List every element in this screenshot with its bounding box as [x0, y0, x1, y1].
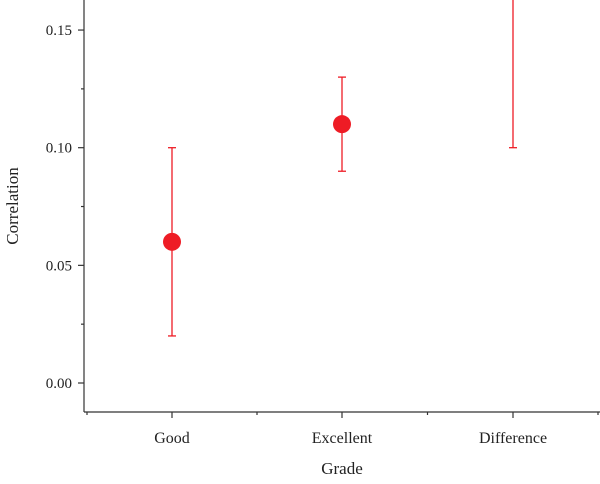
data-marks	[163, 0, 517, 337]
x-axis-title: Grade	[321, 459, 363, 478]
x-ticks: Good Excellent Difference	[86, 412, 599, 447]
y-tick-label: 0.15	[46, 23, 72, 39]
y-tick-label: 0.10	[46, 141, 72, 157]
data-point	[333, 115, 351, 134]
data-point	[163, 232, 181, 251]
y-tick-label: 0.00	[46, 376, 72, 392]
x-tick-label: Excellent	[312, 430, 373, 447]
x-tick-label: Good	[154, 430, 190, 447]
y-ticks: 0.000.050.100.150.200.250.30	[46, 23, 84, 392]
y-axis-title: Correlation	[3, 167, 22, 245]
x-tick-label: Difference	[479, 430, 547, 447]
axes	[83, 0, 600, 413]
y-tick-label: 0.05	[46, 258, 72, 274]
